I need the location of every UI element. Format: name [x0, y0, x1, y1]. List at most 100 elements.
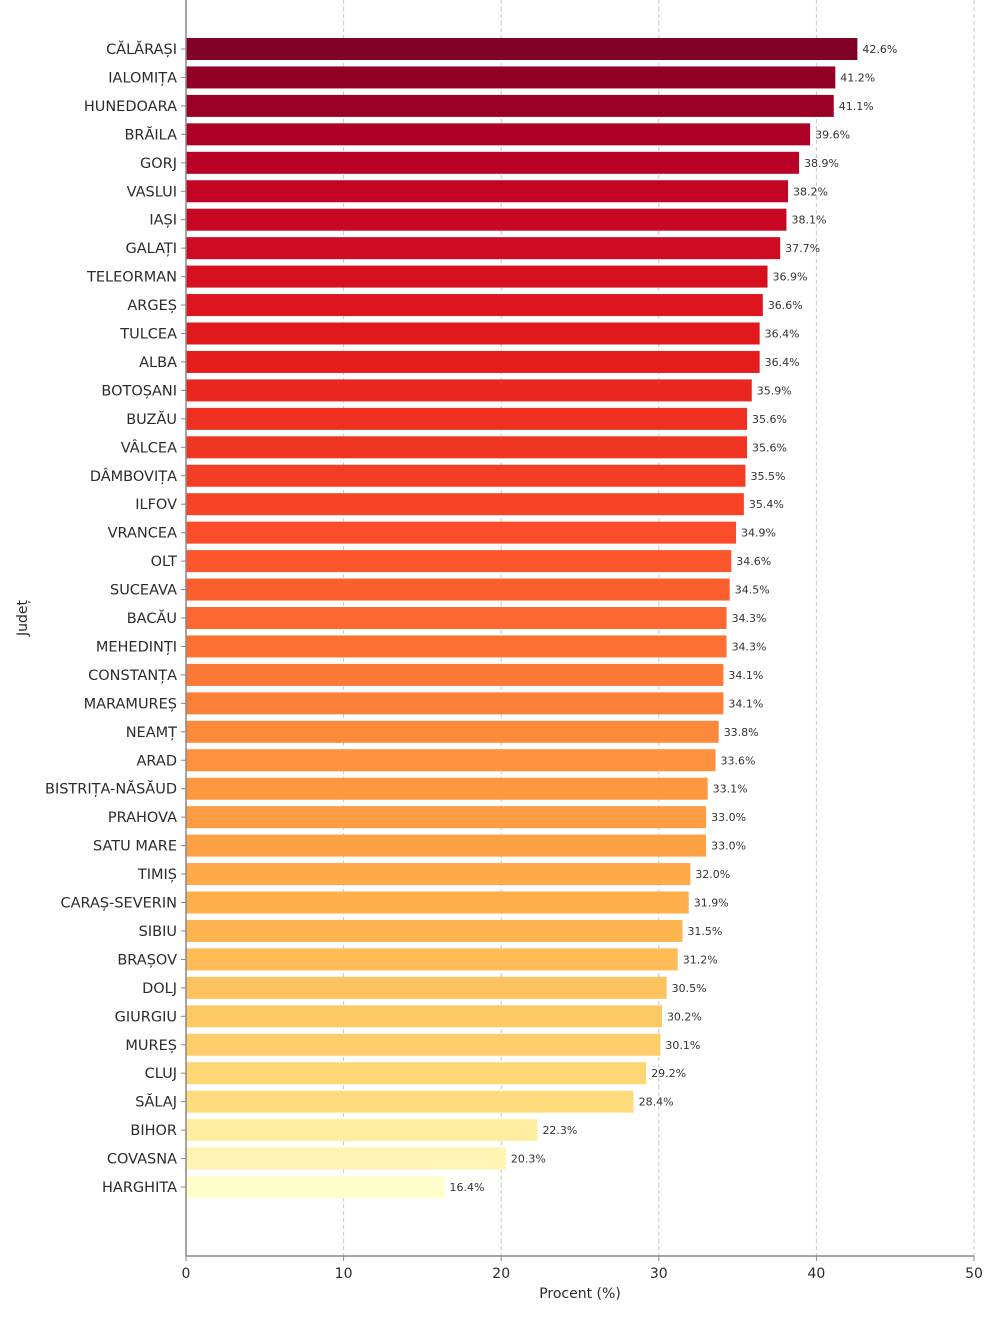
data-label: 42.6%	[862, 43, 897, 56]
y-tick-labels: CĂLĂRAȘI IALOMIȚA HUNEDOARA BRĂILA GORJ VASLU…	[45, 40, 186, 1196]
bar	[186, 607, 727, 629]
data-label: 36.9%	[773, 271, 808, 284]
y-tick-label: NEAMȚ	[126, 725, 177, 741]
y-tick-label: MUREȘ	[125, 1038, 177, 1054]
bar	[186, 350, 760, 373]
bar	[186, 663, 724, 686]
data-label: 20.3%	[511, 1153, 546, 1166]
data-label: 30.1%	[665, 1039, 700, 1052]
bar	[186, 749, 716, 772]
bar	[186, 806, 707, 829]
value-labels: 42.6% 41.2% 41.1% 39.6% 38.9% 38.2% 38.1% 37.7%…	[449, 43, 897, 1194]
data-label: 32.0%	[695, 868, 730, 881]
data-label: 30.2%	[667, 1010, 702, 1023]
data-label: 35.5%	[750, 470, 785, 483]
y-tick-label: IAȘI	[149, 213, 177, 229]
data-label: 16.4%	[449, 1181, 484, 1194]
y-tick-label: GIURGIU	[115, 1009, 177, 1025]
bar	[186, 1147, 506, 1170]
bar	[186, 38, 858, 60]
y-tick-label: ARGEȘ	[127, 298, 177, 314]
data-label: 41.1%	[839, 100, 874, 113]
data-label: 35.9%	[757, 384, 792, 397]
y-tick-label: BUZĂU	[126, 410, 177, 428]
y-tick-label: MARAMUREȘ	[84, 696, 177, 712]
y-tick-label: HUNEDOARA	[84, 99, 177, 115]
y-tick-label: SATU MARE	[93, 839, 177, 855]
bar	[186, 123, 811, 146]
y-tick-label: BACĂU	[127, 609, 177, 627]
y-tick-label: VASLUI	[127, 184, 177, 200]
data-label: 34.1%	[728, 669, 763, 682]
y-tick-label: BOTOȘANI	[101, 383, 177, 399]
bar	[186, 635, 727, 658]
bar	[186, 464, 746, 487]
y-tick-label: CONSTANȚA	[88, 668, 177, 684]
bar	[186, 1176, 445, 1198]
data-label: 30.5%	[672, 982, 707, 995]
y-tick-label: BIHOR	[130, 1123, 177, 1139]
y-tick-label: TULCEA	[119, 327, 177, 343]
y-tick-label: GALAȚI	[126, 241, 178, 257]
data-label: 35.6%	[752, 441, 787, 454]
bar	[186, 379, 752, 402]
x-axis-title: Procent (%)	[539, 1286, 621, 1302]
data-label: 36.6%	[768, 299, 803, 312]
bar	[186, 237, 781, 260]
y-tick-label: DÂMBOVIȚA	[90, 467, 177, 485]
bar	[186, 777, 708, 800]
bar	[186, 1033, 661, 1056]
bar	[186, 208, 787, 231]
y-tick-label: OLT	[151, 554, 177, 570]
bar	[186, 151, 800, 174]
bar	[186, 265, 768, 288]
y-tick-label: CĂLĂRAȘI	[106, 40, 177, 58]
data-label: 33.0%	[711, 811, 746, 824]
y-tick-label: CARAȘ-SEVERIN	[60, 896, 177, 912]
y-tick-label: ILFOV	[135, 497, 177, 513]
y-tick-label: SĂLAJ	[135, 1093, 177, 1111]
data-label: 28.4%	[639, 1096, 674, 1109]
data-label: 33.0%	[711, 840, 746, 853]
bar	[186, 550, 732, 573]
bar	[186, 948, 678, 971]
y-tick-label: ARAD	[137, 753, 178, 769]
y-tick-label: CLUJ	[145, 1066, 177, 1082]
y-tick-label: VRANCEA	[108, 526, 177, 542]
data-label: 36.4%	[765, 356, 800, 369]
bar	[186, 66, 836, 89]
bar	[186, 863, 691, 886]
bar	[186, 1005, 662, 1028]
bar	[186, 407, 748, 430]
data-label: 33.6%	[721, 754, 756, 767]
data-label: 22.3%	[542, 1124, 577, 1137]
y-tick-label: COVASNA	[107, 1152, 177, 1168]
data-label: 31.9%	[694, 897, 729, 910]
data-label: 38.9%	[804, 157, 839, 170]
bar	[186, 521, 737, 544]
data-label: 34.3%	[732, 640, 767, 653]
bar	[186, 834, 707, 857]
data-label: 41.2%	[840, 71, 875, 84]
y-tick-label: BISTRIȚA-NĂSĂUD	[45, 780, 177, 798]
x-tick-label: 10	[335, 1266, 353, 1282]
x-tick-label: 30	[650, 1266, 668, 1282]
data-label: 33.8%	[724, 726, 759, 739]
y-tick-label: VÂLCEA	[121, 438, 177, 456]
y-tick-label: BRĂILA	[124, 125, 177, 143]
y-tick-label: SIBIU	[139, 924, 177, 940]
y-tick-label: BRAȘOV	[117, 952, 177, 968]
y-tick-label: ALBA	[139, 355, 177, 371]
y-tick-label: DOLJ	[142, 981, 177, 997]
bar	[186, 1119, 538, 1142]
bars	[186, 38, 858, 1198]
x-tick-label: 20	[492, 1266, 510, 1282]
data-label: 31.5%	[687, 925, 722, 938]
data-label: 35.6%	[752, 413, 787, 426]
y-tick-label: GORJ	[140, 156, 177, 172]
bar	[186, 322, 760, 345]
x-tick-label: 0	[182, 1266, 191, 1282]
y-tick-label: HARGHITA	[102, 1180, 177, 1196]
bar	[186, 1062, 647, 1085]
